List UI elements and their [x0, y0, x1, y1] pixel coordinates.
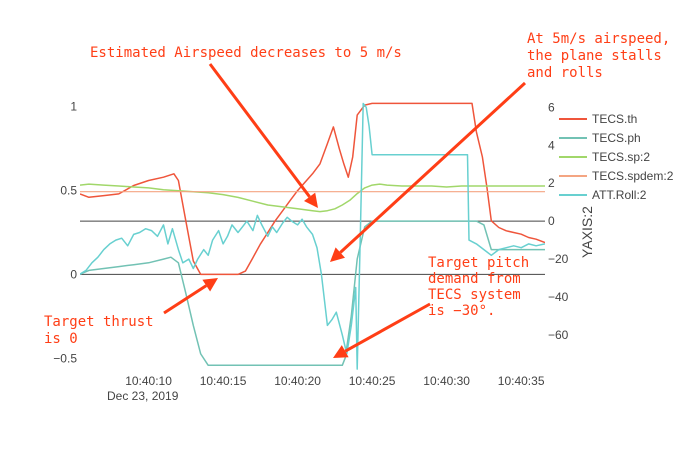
legend-label: TECS.spdem:2 [592, 169, 674, 183]
x-tick-label: 10:40:25 [349, 374, 396, 388]
y-right-tick-label: 6 [548, 100, 555, 114]
annotation-text: is −30°. [428, 303, 495, 319]
y-right-tick-label: −20 [548, 252, 569, 266]
x-date-label: Dec 23, 2019 [107, 389, 179, 403]
legend: TECS.th TECS.ph TECS.sp:2 TECS.spdem:2 ATT.R… [559, 112, 674, 202]
y-right-tick-label: −40 [548, 290, 569, 304]
y-right-tick-label: −60 [548, 328, 569, 342]
series-layer [80, 102, 545, 370]
annotation-arrowhead [333, 345, 349, 358]
x-tick-label: 10:40:35 [498, 374, 545, 388]
legend-label: TECS.th [592, 112, 637, 126]
x-tick-label: 10:40:15 [200, 374, 247, 388]
annotation-arrowhead [304, 192, 318, 208]
annotation-text: the plane stalls [527, 48, 662, 64]
legend-label: ATT.Roll:2 [592, 188, 647, 202]
annotation-text: and rolls [527, 65, 603, 81]
y-left-tick-label: 0 [70, 267, 77, 281]
annotation-text: TECS system [428, 287, 521, 303]
series-line-tecs-th [80, 102, 545, 276]
annotation-text: Target pitch [428, 255, 529, 271]
annotation-text: is 0 [44, 331, 78, 347]
x-axis-ticks: 10:40:10 10:40:15 10:40:20 10:40:25 10:40:30… [125, 374, 545, 388]
x-tick-label: 10:40:10 [125, 374, 172, 388]
annotation-arrow [339, 81, 527, 254]
x-tick-label: 10:40:30 [423, 374, 470, 388]
y-left-tick-label: 0.5 [60, 184, 77, 198]
annotation-arrowhead [202, 278, 218, 292]
annotation-text: At 5m/s airspeed, [527, 31, 670, 47]
y-axis-right-ticks: 6 4 2 0 −20 −40 −60 [548, 100, 569, 342]
x-tick-label: 10:40:20 [274, 374, 321, 388]
annotation-text: Target thrust [44, 314, 154, 330]
y-right-tick-label: 0 [548, 214, 555, 228]
y-axis-left-ticks: 1 0.5 0 −0.5 [53, 100, 77, 366]
y-axis-right-title: YAXIS:2 [579, 206, 595, 258]
annotation-arrow [344, 302, 431, 353]
annotation-arrow [163, 284, 208, 315]
annotations: Estimated Airspeed decreases to 5 m/s At … [44, 31, 670, 358]
y-left-tick-label: 1 [70, 100, 77, 114]
legend-label: TECS.sp:2 [592, 150, 650, 164]
annotation-arrow [208, 63, 311, 198]
series-line-tecs-ph [80, 220, 545, 367]
annotation-arrowhead [330, 247, 345, 262]
annotation-text: demand from [428, 271, 521, 287]
legend-label: TECS.ph [592, 131, 641, 145]
series-line-tecs-sp-2 [80, 183, 545, 213]
y-left-tick-label: −0.5 [53, 351, 77, 365]
y-right-tick-label: 4 [548, 138, 555, 152]
y-right-tick-label: 2 [548, 176, 555, 190]
annotation-text: Estimated Airspeed decreases to 5 m/s [90, 45, 402, 61]
